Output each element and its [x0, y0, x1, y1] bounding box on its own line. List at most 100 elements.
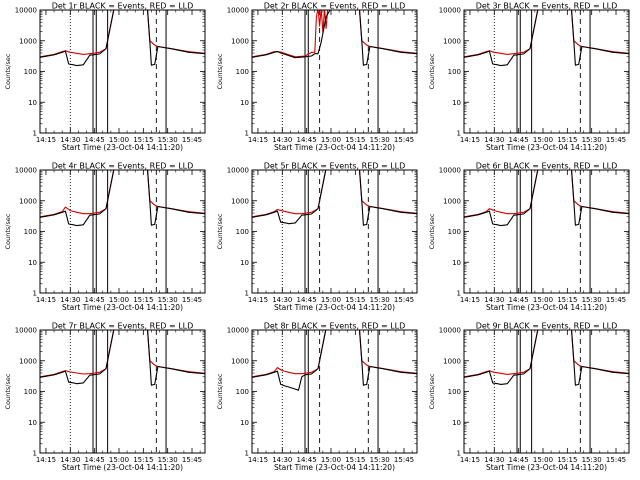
y-tick-label: 10: [240, 99, 249, 107]
x-tick-label: 14:15: [36, 456, 56, 464]
plot-frame: [463, 329, 630, 454]
x-tick-label: 14:15: [36, 136, 56, 144]
y-axis-label: Counts/sec: [216, 53, 224, 89]
x-axis-label: Start Time (23-Oct-04 14:11:20): [274, 463, 395, 472]
series-line-lld: [464, 330, 629, 378]
y-tick-label: 1: [245, 450, 249, 458]
series-line-lld: [40, 10, 205, 58]
x-tick-label: 14:15: [248, 136, 268, 144]
x-tick-label: 15:00: [321, 296, 341, 304]
y-tick-label: 10: [452, 259, 461, 267]
x-axis-label: Start Time (23-Oct-04 14:11:20): [62, 463, 183, 472]
x-axis-label: Start Time (23-Oct-04 14:11:20): [62, 303, 183, 312]
y-tick-label: 100: [236, 228, 249, 236]
plot-area: [40, 170, 205, 227]
x-tick-label: 15:30: [370, 296, 390, 304]
plot-area: [40, 10, 205, 67]
x-tick-label: 15:15: [345, 456, 365, 464]
x-tick-label: 15:30: [582, 296, 602, 304]
plot-area: [252, 170, 417, 226]
chart-panel-7: Det 7r BLACK = Events, RED = LLD 1 10 100 10…: [4, 322, 206, 472]
panel-title: Det 3r BLACK = Events, RED = LLD: [476, 2, 618, 11]
y-tick-label: 10: [452, 419, 461, 427]
series-line-lld: [252, 330, 417, 378]
y-tick-label: 100: [236, 388, 249, 396]
y-tick-label: 1: [457, 450, 461, 458]
series-line-events: [40, 330, 205, 386]
plot-area: [464, 330, 629, 386]
plot-frame: [463, 9, 630, 134]
x-tick-label: 14:45: [297, 456, 317, 464]
x-tick-label: 14:30: [60, 296, 80, 304]
x-tick-label: 14:15: [248, 456, 268, 464]
x-tick-label: 15:45: [394, 456, 414, 464]
y-tick-label: 10000: [227, 7, 249, 15]
y-tick-label: 1000: [231, 37, 249, 45]
y-axis-label: Counts/sec: [428, 373, 436, 409]
y-tick-label: 1000: [443, 37, 461, 45]
y-tick-label: 1000: [443, 357, 461, 365]
y-tick-label: 100: [448, 388, 461, 396]
x-tick-label: 14:15: [248, 296, 268, 304]
x-tick-label: 14:45: [85, 296, 105, 304]
x-tick-label: 15:30: [158, 296, 178, 304]
series-line-lld: [40, 170, 205, 218]
series-line-events: [464, 170, 629, 227]
x-tick-label: 15:30: [370, 136, 390, 144]
series-line-events: [464, 10, 629, 67]
chart-panel-3: Det 3r BLACK = Events, RED = LLD 1 10 100 10…: [428, 2, 630, 152]
plot-frame: [251, 9, 418, 134]
y-tick-label: 1: [245, 290, 249, 298]
x-tick-label: 14:45: [297, 136, 317, 144]
y-tick-label: 100: [24, 228, 37, 236]
x-tick-label: 15:45: [606, 136, 626, 144]
plot-frame: [39, 169, 206, 294]
y-tick-label: 10: [240, 419, 249, 427]
x-axis-label: Start Time (23-Oct-04 14:11:20): [486, 463, 607, 472]
y-tick-label: 10000: [439, 167, 461, 175]
series-line-lld: [40, 330, 205, 378]
y-axis-label: Counts/sec: [216, 373, 224, 409]
panel-title: Det 7r BLACK = Events, RED = LLD: [52, 322, 194, 331]
x-tick-label: 15:45: [182, 456, 202, 464]
y-tick-label: 10000: [439, 327, 461, 335]
y-tick-label: 10: [28, 99, 37, 107]
y-tick-label: 100: [24, 68, 37, 76]
plot-frame: [251, 169, 418, 294]
x-axis-label: Start Time (23-Oct-04 14:11:20): [486, 143, 607, 152]
panel-title: Det 2r BLACK = Events, RED = LLD: [264, 2, 406, 11]
x-tick-label: 14:15: [460, 296, 480, 304]
x-axis-label: Start Time (23-Oct-04 14:11:20): [274, 143, 395, 152]
x-tick-label: 14:30: [272, 296, 292, 304]
y-tick-label: 10: [28, 259, 37, 267]
x-tick-label: 14:45: [509, 456, 529, 464]
x-tick-label: 14:45: [85, 136, 105, 144]
x-tick-label: 14:30: [484, 136, 504, 144]
x-tick-label: 15:00: [533, 296, 553, 304]
panel-title: Det 8r BLACK = Events, RED = LLD: [264, 322, 406, 331]
y-tick-label: 1: [33, 450, 37, 458]
plot-area: [252, 10, 417, 66]
plot-frame: [39, 329, 206, 454]
y-tick-label: 10: [28, 419, 37, 427]
y-tick-label: 1000: [443, 197, 461, 205]
plot-frame: [39, 9, 206, 134]
y-tick-label: 1: [245, 130, 249, 138]
y-tick-label: 1: [33, 130, 37, 138]
y-tick-label: 1: [457, 290, 461, 298]
y-tick-label: 10: [240, 259, 249, 267]
panel-title: Det 5r BLACK = Events, RED = LLD: [264, 162, 406, 171]
panel-title: Det 4r BLACK = Events, RED = LLD: [52, 162, 194, 171]
series-line-events: [40, 10, 205, 67]
x-tick-label: 14:30: [272, 136, 292, 144]
x-tick-label: 14:45: [509, 296, 529, 304]
y-tick-label: 1000: [19, 37, 37, 45]
x-tick-label: 15:00: [109, 136, 129, 144]
x-tick-label: 15:15: [133, 136, 153, 144]
x-tick-label: 14:30: [60, 136, 80, 144]
plot-area: [252, 330, 417, 391]
y-tick-label: 10000: [227, 327, 249, 335]
plot-frame: [463, 169, 630, 294]
x-tick-label: 15:45: [606, 456, 626, 464]
